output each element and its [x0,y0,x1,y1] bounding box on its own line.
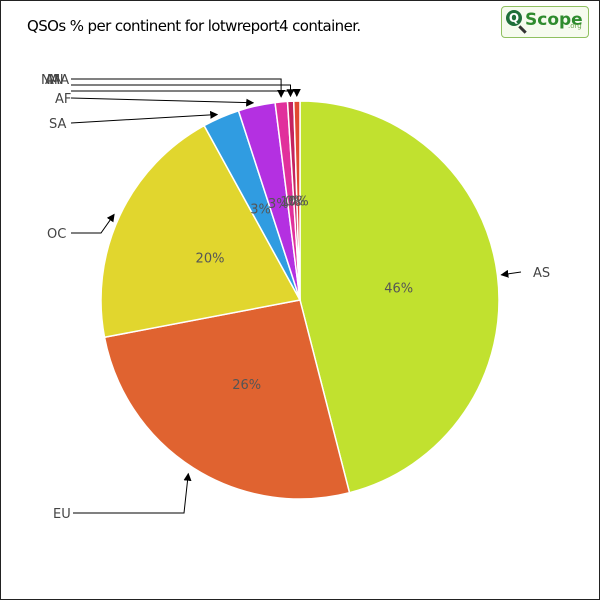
pct-label-an: 0% [285,195,306,210]
pct-label-eu: 26% [232,378,261,393]
slice-label-af: AF [55,92,71,107]
callout-line-af [70,97,255,107]
pct-label-as: 46% [384,282,413,297]
slice-label-as: AS [533,266,550,281]
callout-line-an [71,84,295,98]
callout-line-na [71,78,286,98]
magnifier-icon: Q [506,10,522,26]
callout-line-eu [73,472,192,514]
callout-line-oc [71,213,115,234]
pct-label-sa: 3% [250,203,271,218]
slice-label-sa: SA [49,117,66,132]
qscope-logo[interactable]: Q Scope .org [501,6,589,38]
callout-line-sa [70,110,219,124]
logo-suffix: .org [568,22,582,30]
chart-title: QSOs % per continent for lotwreport4 con… [27,17,361,35]
slice-label-an: AN [45,73,64,88]
pct-label-ma: 0% [288,195,309,210]
callout-line-as [500,269,522,278]
slice-label-eu: EU [53,507,71,522]
pct-label-af: 3% [268,197,289,212]
slice-label-ma: MA [49,73,69,88]
slice-label-na: NA [41,73,60,88]
pie-slice-eu[interactable] [103,299,351,500]
pie-slice-oc[interactable] [100,124,302,339]
slice-label-oc: OC [47,227,66,242]
pie-slice-ma[interactable] [292,100,301,301]
logo-wordmark: Scope [525,10,583,30]
pct-label-oc: 20% [196,252,225,267]
callout-line-ma [71,89,301,97]
pie-slice-as[interactable] [299,100,500,494]
pct-label-na: 1% [280,195,301,210]
